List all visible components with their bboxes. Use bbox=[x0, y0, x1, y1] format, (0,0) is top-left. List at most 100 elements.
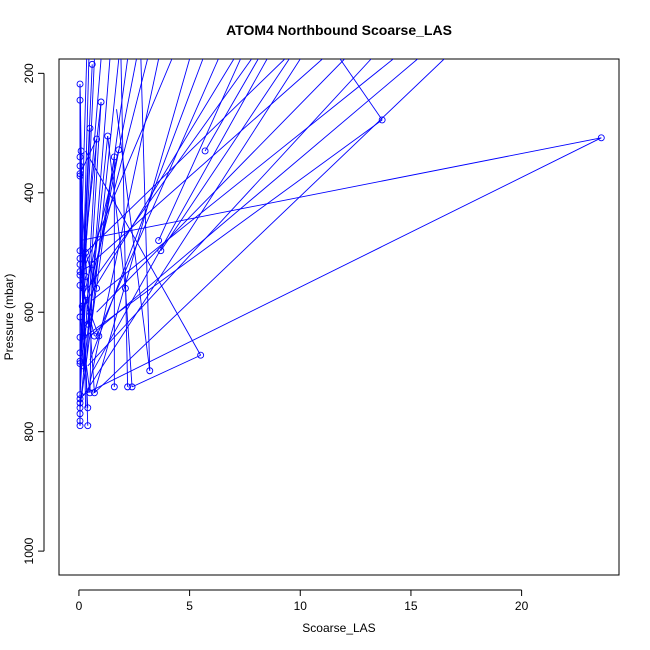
y-axis-label: Pressure (mbar) bbox=[2, 274, 16, 361]
data-point bbox=[93, 135, 101, 143]
data-point bbox=[86, 308, 94, 316]
series-line-segment bbox=[89, 59, 323, 265]
series-line-segment bbox=[107, 135, 126, 289]
data-point bbox=[155, 237, 163, 245]
series-line-segment bbox=[82, 59, 102, 277]
data-point bbox=[84, 320, 92, 328]
series-line-segment bbox=[131, 354, 201, 388]
y-tick-label: 400 bbox=[22, 182, 36, 202]
y-tick-label: 1000 bbox=[22, 537, 36, 564]
data-point bbox=[90, 332, 98, 340]
data-point bbox=[97, 98, 105, 106]
series-line-segment bbox=[91, 59, 394, 301]
data-point bbox=[76, 333, 84, 341]
series-line-segment bbox=[160, 59, 290, 251]
series-line-segment bbox=[91, 59, 268, 373]
series-line-segment bbox=[89, 59, 120, 337]
data-point bbox=[86, 389, 94, 397]
data-point bbox=[88, 260, 96, 268]
data-point bbox=[93, 284, 101, 292]
data-point bbox=[79, 284, 87, 292]
data-point bbox=[76, 170, 84, 178]
series-line-segment bbox=[79, 59, 235, 313]
series-line-segment bbox=[89, 264, 93, 393]
series-line-segment bbox=[87, 156, 115, 325]
data-point bbox=[76, 96, 84, 104]
data-point bbox=[76, 410, 84, 418]
series-line-segment bbox=[85, 59, 286, 253]
data-point bbox=[82, 296, 90, 304]
data-point bbox=[124, 383, 132, 391]
data-point bbox=[110, 153, 118, 161]
data-point bbox=[76, 268, 84, 276]
series-line-segment bbox=[85, 119, 383, 337]
x-axis: 0 5 10 15 20 bbox=[76, 589, 529, 613]
series-line-segment bbox=[87, 59, 252, 289]
data-point bbox=[201, 147, 209, 155]
data-point bbox=[76, 417, 84, 425]
series-line-segment bbox=[79, 173, 95, 393]
data-point bbox=[146, 367, 154, 375]
data-point bbox=[76, 349, 84, 357]
data-point bbox=[90, 389, 98, 397]
series-line-segment bbox=[82, 288, 89, 426]
data-point bbox=[76, 260, 84, 268]
series-line-segment bbox=[339, 59, 383, 121]
data-point bbox=[76, 357, 84, 365]
x-axis-label: Scoarse_LAS bbox=[302, 621, 375, 635]
data-point bbox=[82, 272, 90, 280]
data-point bbox=[95, 332, 103, 340]
data-point bbox=[76, 80, 84, 88]
data-point bbox=[79, 362, 87, 370]
data-point bbox=[597, 134, 605, 142]
series-line-segment bbox=[120, 59, 129, 387]
data-point bbox=[128, 383, 136, 391]
y-tick-label: 200 bbox=[22, 63, 36, 83]
series-line-segment bbox=[158, 59, 241, 241]
data-point bbox=[76, 162, 84, 170]
data-point bbox=[76, 399, 84, 407]
data-point bbox=[76, 395, 84, 403]
data-point bbox=[84, 404, 92, 412]
data-point bbox=[88, 60, 96, 68]
series-line-segment bbox=[79, 59, 129, 408]
series-line-segment bbox=[96, 59, 219, 337]
x-tick-label: 0 bbox=[76, 599, 83, 613]
series-line-segment bbox=[79, 149, 120, 313]
data-point bbox=[79, 332, 87, 340]
series-line-segment bbox=[87, 59, 160, 393]
series-line-segment bbox=[85, 150, 202, 356]
data-point bbox=[84, 422, 92, 430]
series-line-segment bbox=[83, 137, 602, 396]
data-point bbox=[115, 146, 123, 154]
y-axis: 200 400 600 800 1000 bbox=[22, 63, 45, 564]
series-line-segment bbox=[204, 59, 259, 152]
series-marks bbox=[76, 59, 605, 430]
x-tick-label: 20 bbox=[515, 599, 529, 613]
data-point bbox=[378, 116, 386, 124]
series-line-segment bbox=[94, 59, 445, 394]
series-line-segment bbox=[140, 59, 151, 371]
x-tick-label: 5 bbox=[186, 599, 193, 613]
series-line-segment bbox=[116, 109, 151, 371]
data-point bbox=[76, 313, 84, 321]
x-tick-label: 15 bbox=[404, 599, 418, 613]
series-line-segment bbox=[82, 59, 301, 397]
series-line-segment bbox=[79, 316, 91, 393]
series-group bbox=[76, 59, 605, 430]
y-tick-label: 600 bbox=[22, 302, 36, 322]
data-point bbox=[157, 247, 165, 255]
series-line-segment bbox=[124, 288, 133, 387]
x-tick-label: 10 bbox=[294, 599, 308, 613]
series-line-segment bbox=[79, 137, 602, 241]
data-point bbox=[121, 284, 129, 292]
data-point bbox=[104, 132, 112, 140]
series-line-segment bbox=[82, 64, 93, 265]
data-point bbox=[110, 383, 118, 391]
data-point bbox=[76, 153, 84, 161]
data-point bbox=[78, 302, 86, 310]
data-point bbox=[82, 249, 90, 256]
series-line-segment bbox=[89, 59, 418, 337]
series-line-segment bbox=[82, 139, 98, 372]
